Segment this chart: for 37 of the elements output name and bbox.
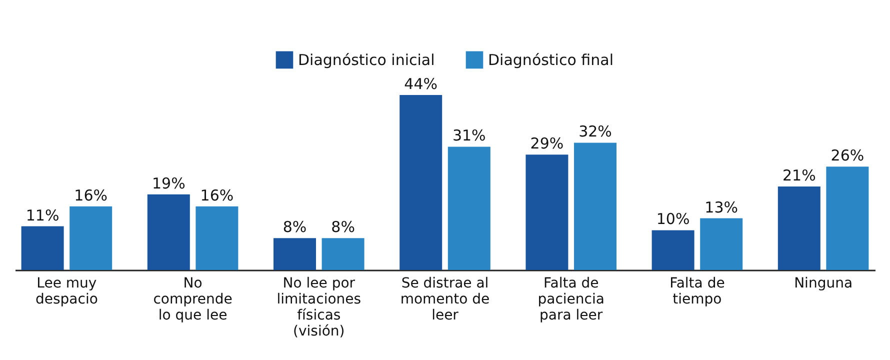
- bar: [400, 95, 442, 270]
- legend-label: Diagnóstico inicial: [298, 50, 435, 69]
- data-label: 10%: [656, 210, 690, 228]
- bar: [700, 218, 743, 270]
- bar: [778, 186, 820, 270]
- data-label: 26%: [830, 146, 864, 165]
- data-label: 16%: [200, 186, 234, 204]
- bar: [826, 166, 869, 270]
- legend-label: Diagnóstico final: [488, 50, 614, 69]
- x-tick-label: Falta de paciencia para leer: [538, 276, 604, 324]
- bar: [652, 230, 694, 270]
- x-tick-label: No lee por limitaciones físicas (visión): [276, 276, 362, 340]
- data-label: 31%: [452, 126, 486, 145]
- x-tick-label: No comprende lo que lee: [153, 276, 232, 324]
- bar: [147, 194, 190, 270]
- data-label: 8%: [282, 218, 307, 236]
- bar: [574, 142, 616, 270]
- x-tick-label: Ninguna: [794, 276, 853, 292]
- bar: [322, 238, 364, 270]
- bar: [70, 206, 112, 270]
- data-label: 16%: [74, 186, 108, 204]
- bar: [21, 226, 64, 270]
- data-label: 29%: [530, 134, 564, 153]
- data-label: 44%: [404, 75, 438, 93]
- data-label: 13%: [704, 198, 738, 216]
- bar: [196, 206, 238, 270]
- bar: [526, 154, 568, 270]
- data-label: 11%: [26, 206, 60, 224]
- x-tick-label: Falta de tiempo: [670, 276, 725, 308]
- x-tick-label: Lee muy despacio: [35, 276, 98, 308]
- x-tick-label: Se distrae al momento de leer: [400, 276, 490, 324]
- data-label: 19%: [152, 174, 186, 192]
- bar: [274, 238, 316, 270]
- bar: [448, 146, 490, 270]
- data-label: 8%: [331, 218, 355, 236]
- data-label: 21%: [782, 166, 816, 184]
- data-label: 32%: [578, 122, 612, 141]
